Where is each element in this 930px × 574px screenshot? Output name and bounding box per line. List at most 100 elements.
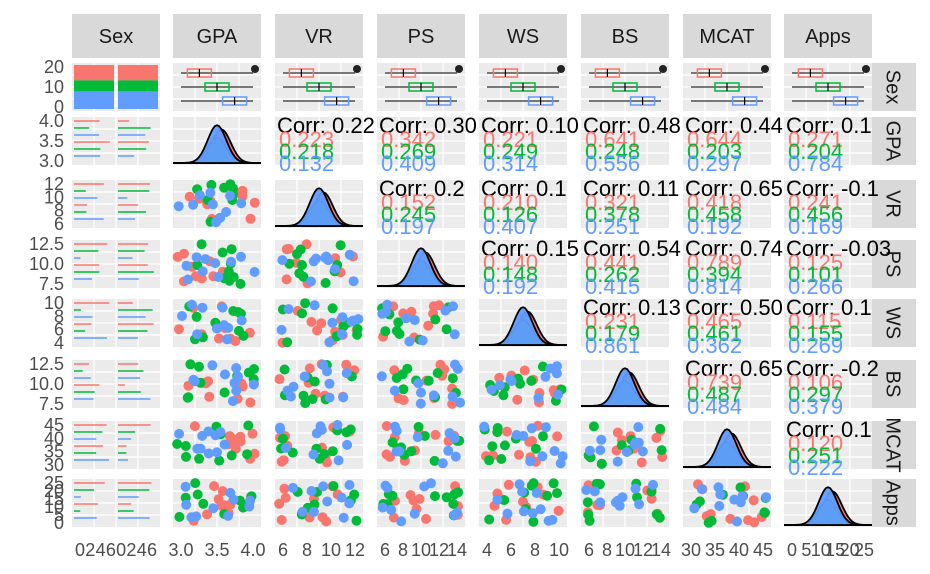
scatter-point	[417, 335, 428, 346]
x-tick-label: 10	[615, 540, 635, 560]
scatter-point	[297, 308, 307, 319]
top-strip	[72, 14, 160, 58]
right-strip	[868, 63, 916, 111]
scatter-point	[196, 239, 207, 250]
scatter-point	[227, 396, 238, 407]
scatter-point	[220, 369, 230, 380]
scatter-point	[542, 490, 553, 501]
density-area	[683, 428, 771, 468]
top-strip-label: WS	[507, 26, 539, 48]
scatter-point	[503, 479, 514, 490]
scatter-point	[396, 516, 407, 527]
y-tick-label: 10.0	[29, 254, 64, 274]
scatter-point	[415, 398, 426, 409]
correlation-label: Corr: 0.1	[786, 113, 872, 138]
correlation-label: Corr: 0.11	[583, 176, 679, 201]
scatter-point	[426, 478, 436, 489]
y-tick-label: 12.5	[29, 234, 64, 254]
right-strip	[868, 240, 916, 288]
correlation-group-label: 0.115	[788, 309, 841, 334]
scatter-point	[188, 374, 199, 385]
y-tick-label: 3.5	[39, 131, 64, 151]
right-strip	[868, 180, 916, 228]
correlation-group-label: 0.362	[687, 333, 742, 358]
scatter-point	[435, 359, 446, 370]
scatter-point	[194, 453, 205, 464]
scatter-point	[528, 516, 539, 527]
scatter-point	[180, 441, 191, 451]
scatter-point	[217, 247, 228, 258]
scatter-point	[381, 421, 392, 431]
scatter-point	[447, 373, 458, 384]
scatter-point	[277, 433, 288, 444]
correlation-group-label: 0.379	[788, 394, 843, 419]
scatter-point	[393, 317, 404, 328]
correlation-label: Corr: -0.03	[786, 236, 891, 261]
scatter-point	[437, 458, 448, 469]
scatter-point	[338, 392, 349, 403]
scatter-point	[194, 361, 204, 372]
bar-segment	[118, 91, 158, 109]
scatter-point	[748, 495, 759, 506]
scatter-point	[172, 439, 183, 449]
scatter-point	[450, 451, 461, 462]
y-tick-label: 10	[44, 187, 64, 207]
scatter-point	[212, 447, 222, 458]
right-strip	[868, 421, 916, 469]
scatter-point	[283, 243, 294, 254]
scatter-point	[636, 457, 647, 468]
scatter-point	[172, 251, 183, 262]
scatter-point	[225, 487, 236, 498]
top-strip	[683, 14, 771, 58]
scatter-point	[235, 436, 246, 447]
scatter-point	[247, 428, 258, 439]
correlation-group-label: 0.223	[279, 127, 334, 152]
correlation-group-label: 0.262	[585, 262, 640, 287]
x-tick-label: 8	[302, 540, 312, 560]
scatter-point	[278, 455, 289, 466]
scatter-point	[553, 389, 563, 400]
scatter-point	[502, 508, 513, 519]
scatter-point	[213, 272, 224, 282]
x-tick-label: 6	[584, 540, 594, 560]
top-strip-label: Sex	[99, 26, 133, 48]
correlation-group-label: 0.297	[687, 151, 742, 176]
scatter-point	[274, 374, 285, 385]
scatter-point	[282, 385, 293, 396]
x-tick-label: 10	[321, 540, 341, 560]
scatter-point	[309, 506, 319, 517]
scatter-point	[215, 427, 226, 437]
scatter-point	[248, 379, 259, 390]
scatter-point	[584, 515, 595, 526]
x-tick-label: 0	[116, 540, 126, 560]
correlation-group-label: 0.249	[483, 139, 538, 164]
scatter-point	[540, 371, 551, 382]
correlation-label: Corr: 0.54	[583, 236, 681, 261]
correlation-group-label: 0.314	[483, 151, 538, 176]
x-tick-label: 40	[729, 540, 749, 560]
scatter-point	[329, 264, 340, 275]
scatter-point	[506, 376, 517, 386]
top-strip	[479, 14, 567, 58]
scatter-point	[428, 390, 439, 401]
right-strip-label: GPA	[882, 121, 904, 162]
scatter-point	[430, 491, 440, 502]
scatter-point	[386, 504, 397, 515]
bar-segment	[74, 80, 114, 92]
top-strip-label: BS	[612, 26, 639, 48]
scatter-point	[344, 498, 355, 509]
scatter-point	[183, 392, 194, 403]
scatter-point	[715, 489, 726, 500]
y-tick-label: 15	[44, 489, 64, 509]
correlation-group-label: 0.321	[585, 190, 640, 215]
x-tick-label: 3.0	[168, 540, 193, 560]
correlation-label: Corr: 0.44	[685, 113, 783, 138]
scatter-point	[174, 428, 185, 439]
correlation-group-label: 0.245	[381, 202, 436, 227]
scatter-point	[452, 363, 463, 374]
outlier-point	[659, 65, 667, 73]
scatter-point	[494, 372, 505, 383]
scatter-point	[214, 333, 224, 344]
top-strip-label: PS	[408, 26, 435, 48]
scatter-point	[484, 455, 494, 466]
